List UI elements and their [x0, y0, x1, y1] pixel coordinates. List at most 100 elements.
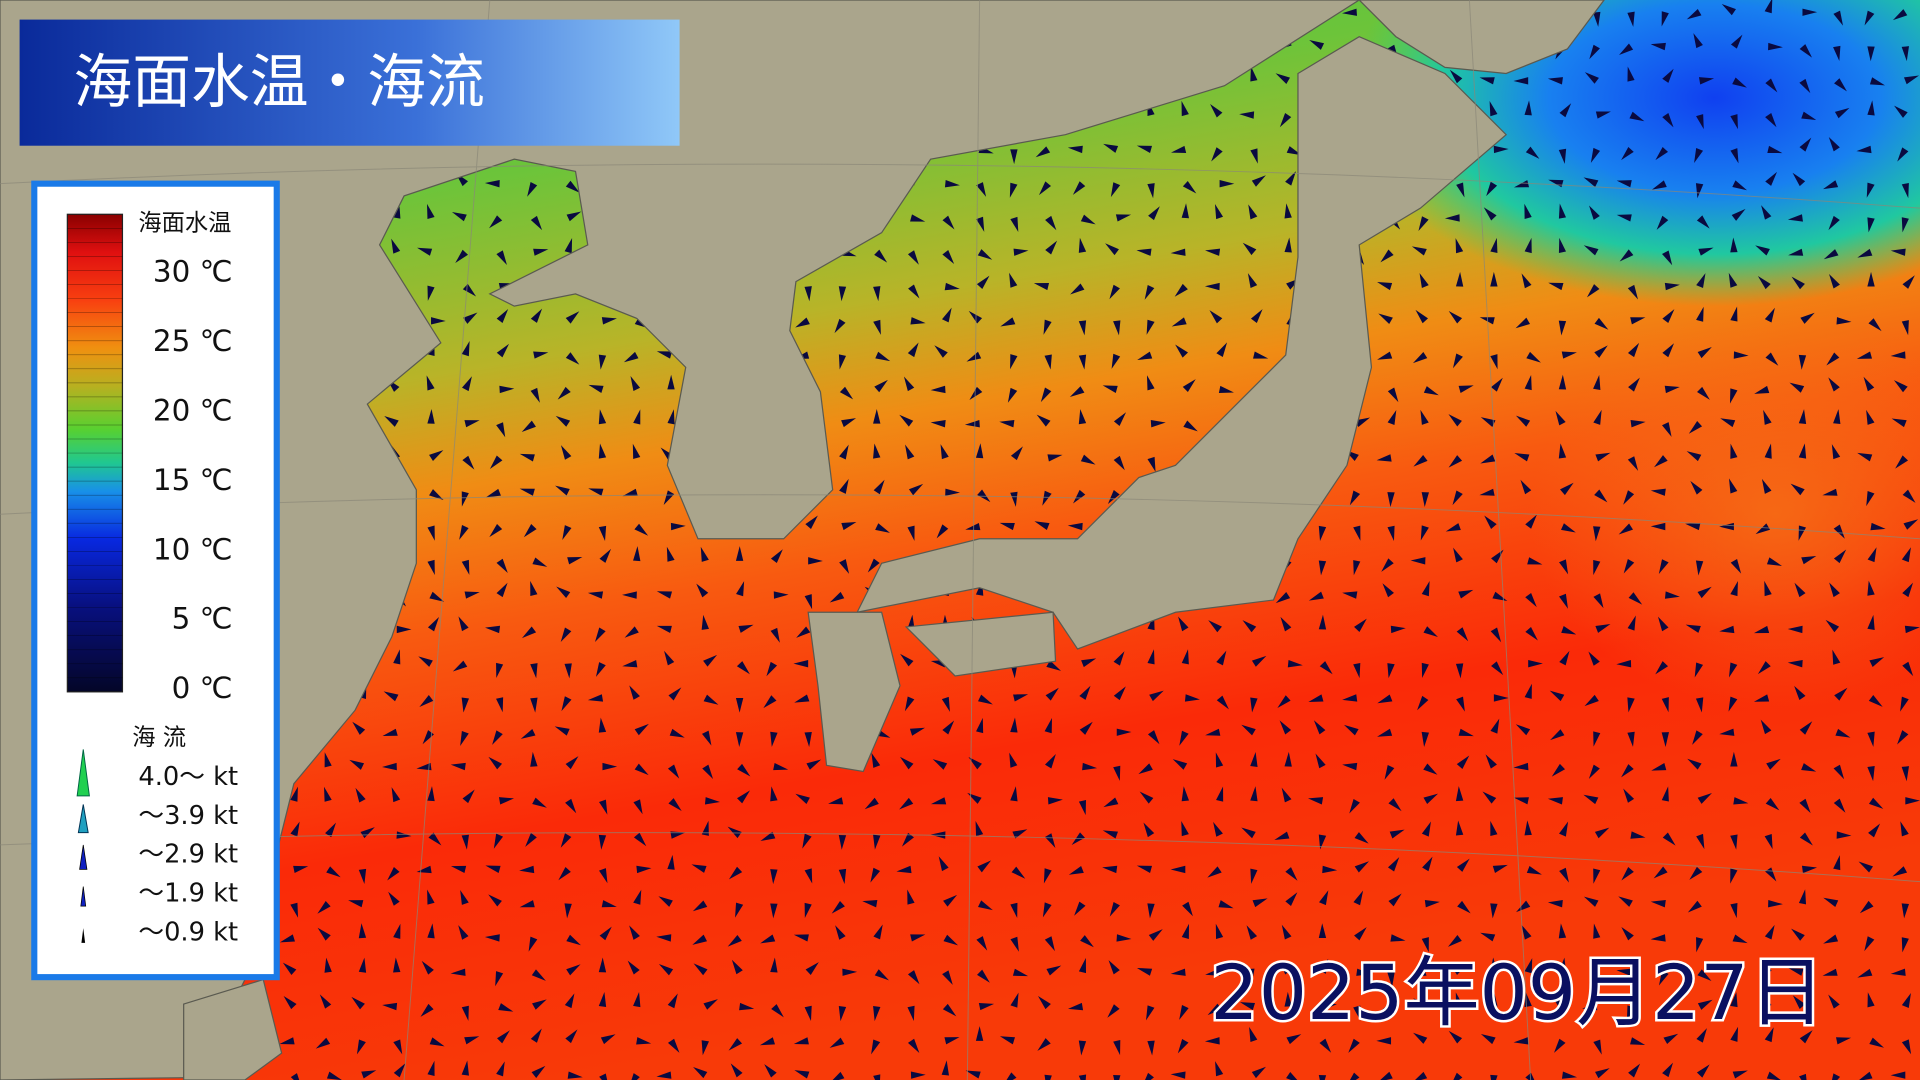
current-arrow — [1205, 728, 1221, 736]
current-arrow — [1413, 1032, 1428, 1044]
current-arrow — [1216, 695, 1229, 710]
current-arrow — [841, 418, 857, 428]
current-arrow — [700, 546, 709, 562]
temperature-label: 30 ℃ — [153, 255, 233, 289]
current-arrow — [566, 934, 581, 946]
current-arrow — [1593, 868, 1601, 884]
current-arrow — [1388, 893, 1402, 907]
current-arrow — [1524, 203, 1532, 219]
current-arrow — [1073, 489, 1086, 504]
current-arrow — [461, 491, 469, 507]
current-arrow — [1867, 614, 1875, 631]
current-arrow — [1146, 319, 1155, 335]
current-arrow — [808, 557, 823, 565]
current-arrow — [1490, 718, 1500, 734]
current-arrow — [391, 238, 401, 254]
current-arrow — [1145, 1072, 1154, 1080]
current-arrow — [1588, 764, 1600, 779]
current-arrow — [1444, 214, 1460, 222]
current-arrow — [1078, 409, 1087, 425]
current-arrow — [1449, 69, 1463, 84]
current-arrow — [601, 317, 617, 325]
current-arrow — [1859, 900, 1874, 914]
current-arrow — [1390, 625, 1406, 634]
current-arrow — [1903, 519, 1919, 530]
current-arrow — [1686, 9, 1702, 20]
current-arrow — [1798, 443, 1807, 459]
current-arrow — [965, 522, 981, 531]
current-arrow — [1593, 923, 1601, 939]
current-arrow — [1664, 591, 1680, 599]
current-arrow — [1828, 994, 1840, 1009]
current-arrow — [564, 663, 572, 679]
current-arrow — [1593, 593, 1604, 609]
current-arrow — [1798, 409, 1807, 425]
current-arrow — [315, 1037, 331, 1049]
current-arrow — [838, 1006, 847, 1022]
current-arrow — [1490, 903, 1498, 919]
current-arrow — [656, 591, 673, 599]
current-arrow — [1452, 490, 1463, 506]
current-arrow — [804, 732, 812, 747]
current-arrow — [383, 691, 399, 702]
current-arrow — [416, 762, 432, 771]
current-arrow — [560, 833, 572, 848]
current-arrow — [1213, 821, 1223, 837]
current-arrow — [1103, 797, 1119, 808]
current-arrow — [496, 558, 508, 573]
current-arrow — [1831, 444, 1841, 460]
current-arrow — [1421, 662, 1429, 679]
current-arrow — [1068, 1002, 1084, 1011]
current-arrow — [1034, 521, 1050, 530]
current-arrow — [1455, 820, 1464, 836]
current-arrow — [1043, 868, 1052, 884]
current-arrow — [903, 376, 915, 392]
current-arrow — [1109, 901, 1120, 917]
current-arrow — [1239, 1002, 1255, 1011]
current-arrow — [1490, 354, 1498, 370]
current-arrow — [1376, 1037, 1392, 1045]
current-arrow — [1768, 900, 1783, 908]
current-arrow — [1583, 245, 1599, 256]
current-arrow — [1275, 73, 1291, 85]
current-arrow — [735, 697, 744, 713]
current-arrow — [627, 960, 640, 975]
current-arrow — [1823, 897, 1839, 907]
current-arrow — [1593, 731, 1601, 747]
current-arrow — [701, 820, 709, 836]
current-arrow — [450, 865, 467, 873]
current-arrow — [1042, 902, 1052, 918]
current-arrow — [1593, 374, 1601, 391]
current-arrow — [1822, 968, 1838, 976]
current-arrow — [805, 515, 818, 529]
current-arrow — [1181, 821, 1189, 837]
shikoku — [904, 611, 1057, 677]
current-arrow — [1081, 658, 1097, 668]
current-arrow — [1904, 625, 1920, 634]
current-arrow — [1868, 797, 1884, 809]
current-arrow — [1490, 627, 1502, 643]
current-arrow — [1583, 794, 1599, 805]
temperature-label: 20 ℃ — [153, 393, 233, 427]
current-arrow — [1524, 683, 1532, 699]
current-arrow — [1595, 452, 1611, 462]
current-speed-label: ～1.9 kt — [138, 879, 238, 909]
current-arrow — [760, 831, 776, 841]
current-arrow — [1764, 834, 1773, 850]
current-arrow — [1834, 107, 1850, 119]
current-arrow — [1730, 581, 1738, 597]
current-arrow — [702, 764, 714, 780]
current-arrow — [1799, 721, 1813, 735]
current-arrow — [427, 559, 435, 576]
current-arrow — [1696, 215, 1710, 229]
current-arrow — [623, 351, 639, 363]
current-arrow — [382, 762, 397, 771]
current-arrow — [355, 787, 366, 803]
current-arrow — [1661, 786, 1669, 802]
current-arrow — [1697, 999, 1713, 1010]
current-arrow — [1595, 111, 1611, 119]
icon-fast — [76, 749, 90, 797]
current-arrow — [829, 591, 845, 603]
current-arrow — [1693, 33, 1703, 49]
current-arrow — [1905, 797, 1920, 805]
